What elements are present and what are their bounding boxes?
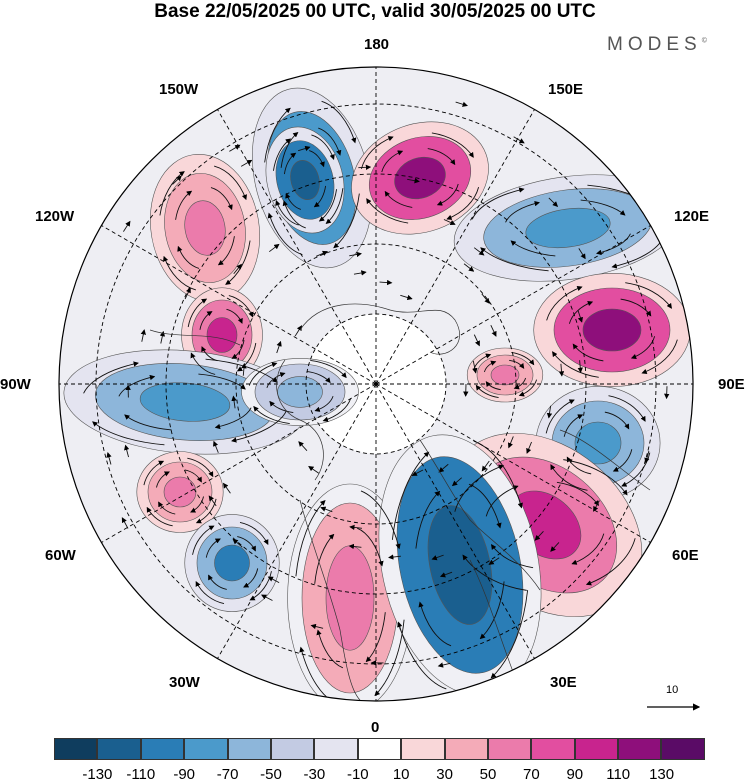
colorbar-tick-label: 130: [649, 766, 674, 783]
colorbar-swatch: [358, 738, 401, 760]
colorbar-swatch: [445, 738, 488, 760]
colorbar-tick-label: 70: [523, 766, 540, 783]
anomaly-core: [215, 545, 250, 581]
lon-label-30e: 30E: [550, 675, 577, 691]
colorbar-swatch: [575, 738, 618, 760]
colorbar-swatch: [314, 738, 357, 760]
colorbar-swatch: [618, 738, 661, 760]
lon-label-90e: 90E: [718, 377, 745, 393]
lon-label-0: 0: [371, 720, 379, 736]
colorbar-swatch: [488, 738, 531, 760]
lon-label-60e: 60E: [672, 548, 699, 564]
lon-label-150e: 150E: [548, 82, 583, 98]
colorbar-tick-labels: -130 -110 -90 -70 -50 -30 -10 10 30 50 70 90 110 130: [0, 766, 750, 784]
reference-vector-label: 10: [666, 684, 678, 696]
colorbar-swatch: [271, 738, 314, 760]
colorbar-tick-label: 30: [436, 766, 453, 783]
colorbar-tick-label: 110: [606, 766, 630, 783]
colorbar-swatch: [141, 738, 184, 760]
lon-label-90w: 90W: [0, 377, 31, 393]
lon-label-120e: 120E: [674, 209, 709, 225]
colorbar-swatch: [531, 738, 574, 760]
colorbar-swatch: [401, 738, 444, 760]
colorbar-tick-label: 50: [480, 766, 497, 783]
lon-label-150w: 150W: [159, 82, 198, 98]
colorbar-tick-label: -130: [82, 766, 112, 783]
colorbar-swatch: [228, 738, 271, 760]
anomaly-core: [207, 318, 237, 353]
colorbar-tick-label: -110: [126, 766, 155, 783]
colorbar-swatch: [661, 738, 704, 760]
anomaly-core: [326, 546, 374, 651]
lon-label-120w: 120W: [35, 209, 74, 225]
colorbar-tick-label: -10: [347, 766, 369, 783]
anomaly-core: [583, 309, 641, 351]
wind-vector: [358, 167, 370, 168]
colorbar-swatch: [97, 738, 140, 760]
lon-label-30w: 30W: [169, 675, 200, 691]
colorbar: [54, 738, 705, 760]
anomaly-core: [278, 377, 323, 408]
colorbar-swatch: [184, 738, 227, 760]
lon-label-60w: 60W: [45, 548, 76, 564]
colorbar-tick-label: -30: [304, 766, 326, 783]
colorbar-tick-label: -70: [217, 766, 239, 783]
lon-label-180: 180: [364, 37, 389, 53]
anomaly-core: [164, 477, 196, 507]
colorbar-swatch: [54, 738, 97, 760]
colorbar-tick-label: 90: [566, 766, 583, 783]
colorbar-tick-label: -90: [173, 766, 195, 783]
colorbar-tick-label: 10: [393, 766, 410, 783]
colorbar-tick-label: -50: [260, 766, 282, 783]
